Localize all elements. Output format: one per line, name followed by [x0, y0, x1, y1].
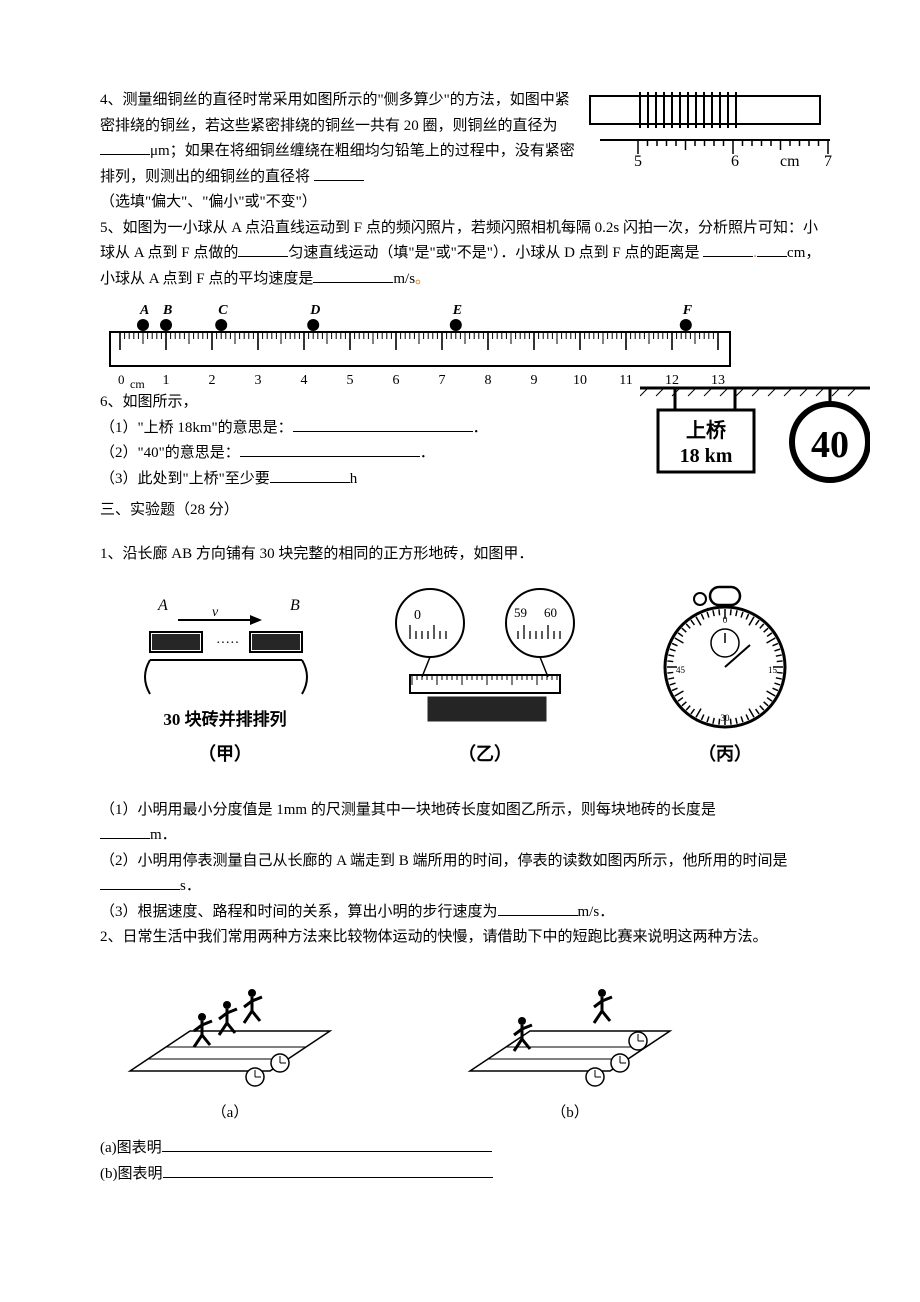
- exp2-head: 2、日常生活中我们常用两种方法来比较物体运动的快慢，请借助下中的短跑比赛来说明这…: [100, 925, 830, 951]
- cap-jia-a: 30 块砖并排排列: [130, 706, 320, 735]
- q6-blank3[interactable]: [270, 467, 350, 483]
- svg-text:A: A: [139, 303, 149, 318]
- e1-blank3[interactable]: [498, 900, 578, 916]
- svg-text:B: B: [162, 303, 172, 318]
- svg-text:45: 45: [676, 665, 686, 675]
- cap-yi: （乙）: [380, 739, 590, 770]
- svg-text:15: 15: [768, 665, 778, 675]
- q5-blank-uniform[interactable]: [238, 241, 288, 257]
- jia-B: B: [290, 597, 300, 614]
- e1-p2a: （2）小明用停表测量自己从长廊的 A 端走到 B 端所用的时间，停表的读数如图丙…: [100, 853, 788, 869]
- e1-p3: （3）根据速度、路程和时间的关系，算出小明的步行速度为 m/s．: [100, 900, 830, 926]
- svg-text:11: 11: [619, 373, 632, 388]
- e1-p2b: s．: [180, 878, 201, 894]
- svg-text:D: D: [309, 303, 320, 318]
- svg-text:·····: ·····: [216, 636, 239, 651]
- q4-tick-7: 7: [824, 153, 832, 170]
- svg-text:8: 8: [485, 373, 492, 388]
- e1-p1a: （1）小明用最小分度值是 1mm 的尺测量其中一块地砖长度如图乙所示，则每块地砖…: [100, 802, 716, 818]
- coil-ruler-svg: 5 6 cm 7: [580, 88, 840, 196]
- yi-r1: 59: [514, 605, 527, 620]
- q5-figure: ABCDEF 12345678910111213 0 cm: [100, 298, 830, 390]
- svg-text:2: 2: [209, 373, 216, 388]
- question-4: 4、测量细铜丝的直径时常采用如图所示的"侧多算少"的方法，如图中紧密排绕的铜丝，…: [100, 88, 830, 216]
- q4-text: 4、测量细铜丝的直径时常采用如图所示的"侧多算少"的方法，如图中紧密排绕的铜丝，…: [100, 88, 580, 216]
- q5-blank-dist2[interactable]: [757, 241, 787, 257]
- jia-A: A: [157, 597, 168, 614]
- svg-text:4: 4: [301, 373, 308, 388]
- q6-l1a: （1）"上桥 18km"的意思是：: [100, 420, 293, 436]
- svg-text:0: 0: [723, 615, 728, 625]
- e2-line-a: (a)图表明: [100, 1136, 830, 1162]
- exp1-head: 1、沿长廊 AB 方向铺有 30 块完整的相同的正方形地砖，如图甲．: [100, 542, 830, 568]
- e1-blank1[interactable]: [100, 823, 150, 839]
- e2-blank-b[interactable]: [163, 1162, 493, 1178]
- q6-l3b: h: [350, 471, 358, 487]
- jia-v: v: [212, 605, 219, 620]
- yi-r2: 60: [544, 605, 557, 620]
- q4-blank-diameter[interactable]: [100, 139, 150, 155]
- q6-l3a: （3）此处到"上桥"至少要: [100, 471, 270, 487]
- yi-left: 0: [414, 608, 421, 623]
- question-5: 5、如图为一小球从 A 点沿直线运动到 F 点的频闪照片，若频闪照相机每隔 0.…: [100, 216, 830, 293]
- q5-zero: 0: [118, 372, 125, 387]
- svg-text:C: C: [218, 303, 228, 318]
- q5-cm: cm: [130, 377, 145, 390]
- q4-blank-bias[interactable]: [314, 165, 364, 181]
- q6-figure: 上桥 18 km 40: [640, 382, 870, 492]
- q4-tick-6: 6: [731, 153, 739, 170]
- sign-line1: 上桥: [686, 419, 727, 442]
- fig-jia: A B v ····· 30 块砖并排排列 （甲）: [130, 592, 320, 769]
- svg-text:7: 7: [439, 373, 446, 388]
- q5-ruler-svg: ABCDEF 12345678910111213 0 cm: [100, 298, 740, 390]
- e2-blank-a[interactable]: [162, 1136, 492, 1152]
- speed-limit: 40: [811, 424, 849, 466]
- svg-text:9: 9: [531, 373, 538, 388]
- e1-p3a: （3）根据速度、路程和时间的关系，算出小明的步行速度为: [100, 904, 498, 920]
- race-a: （a）: [120, 981, 340, 1127]
- section-3-title: 三、实验题（28 分）: [100, 498, 830, 524]
- svg-text:1: 1: [163, 373, 170, 388]
- e2-line-b: (b)图表明: [100, 1162, 830, 1188]
- question-6: 6、如图所示， （1）"上桥 18km"的意思是：． （2）"40"的意思是：．…: [100, 390, 830, 492]
- e2-la: (a)图表明: [100, 1140, 162, 1156]
- fig-bing: 0 15 30 45 （丙）: [650, 585, 800, 770]
- q6-blank1[interactable]: [293, 416, 473, 432]
- sign-line2: 18 km: [680, 445, 733, 467]
- q4-prefix: 4、测量细铜丝的直径时常采用如图所示的"侧多算少"的方法，如图中紧密排绕的铜丝，…: [100, 92, 570, 134]
- q6-l2a: （2）"40"的意思是：: [100, 445, 240, 461]
- svg-text:30: 30: [721, 713, 731, 723]
- race-cap-a: （a）: [120, 1101, 340, 1127]
- e1-p3b: m/s．: [578, 904, 615, 920]
- svg-text:E: E: [452, 303, 462, 318]
- e1-p1: （1）小明用最小分度值是 1mm 的尺测量其中一块地砖长度如图乙所示，则每块地砖…: [100, 798, 830, 849]
- svg-text:5: 5: [347, 373, 354, 388]
- q4-unit-cm: cm: [780, 153, 800, 170]
- svg-text:6: 6: [393, 373, 400, 388]
- e1-blank2[interactable]: [100, 874, 180, 890]
- e1-p2: （2）小明用停表测量自己从长廊的 A 端走到 B 端所用的时间，停表的读数如图丙…: [100, 849, 830, 900]
- q4-tick-5: 5: [634, 153, 642, 170]
- q5-unit-ms: m/s: [393, 271, 415, 287]
- race-figures: （a） （b）: [120, 981, 830, 1127]
- q5-mid1: 匀速直线运动（填"是"或"不是"）．小球从 D 点到 F 点的距离是: [288, 245, 699, 261]
- svg-text:F: F: [682, 303, 693, 318]
- q6-head: 6、如图所示，: [100, 390, 620, 416]
- fig-yi: 0 59 60 （乙）: [380, 585, 590, 770]
- e1-p1b: m．: [150, 827, 177, 843]
- exp1-figures: A B v ····· 30 块砖并排排列 （甲） 0: [100, 585, 830, 770]
- q5-blank-speed[interactable]: [313, 267, 393, 283]
- race-cap-b: （b）: [460, 1101, 680, 1127]
- cap-jia-b: （甲）: [130, 739, 320, 770]
- q4-tail: （选填"偏大"、"偏小"或"不变"）: [100, 194, 317, 210]
- q4-figure: 5 6 cm 7: [580, 88, 840, 196]
- e2-lb: (b)图表明: [100, 1166, 163, 1182]
- svg-text:3: 3: [255, 373, 262, 388]
- svg-text:10: 10: [573, 373, 587, 388]
- race-b: （b）: [460, 981, 680, 1127]
- q5-blank-dist[interactable]: [703, 241, 753, 257]
- cap-bing: （丙）: [650, 739, 800, 770]
- q6-blank2[interactable]: [240, 441, 420, 457]
